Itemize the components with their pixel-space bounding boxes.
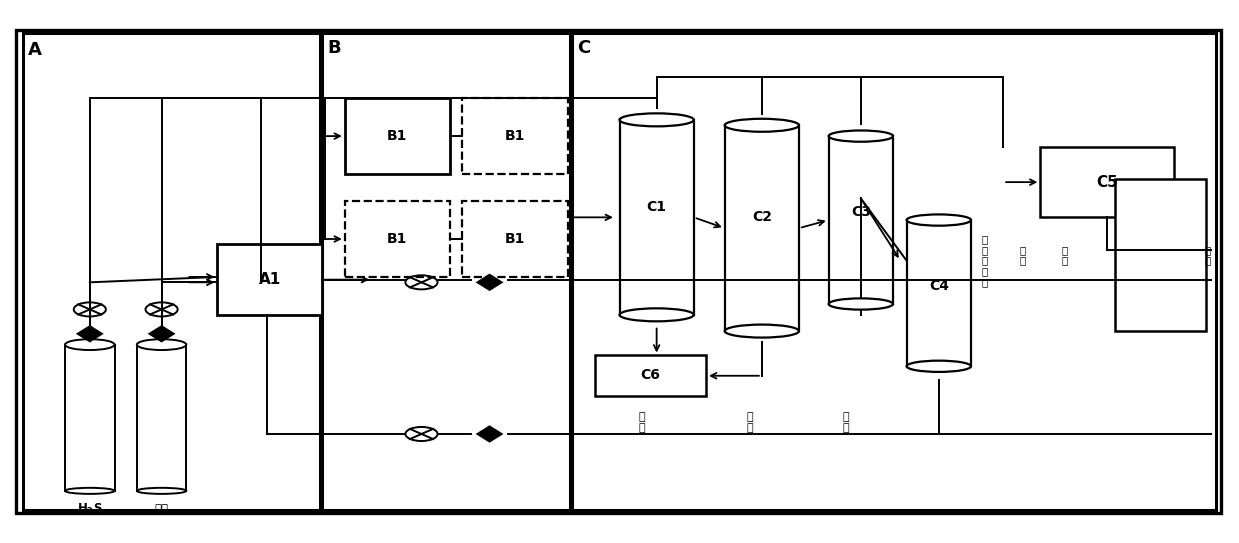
Text: 氢
气: 氢 气 [1204,245,1211,266]
FancyBboxPatch shape [16,30,1220,513]
Ellipse shape [620,308,694,321]
Polygon shape [477,426,502,441]
Ellipse shape [66,488,114,494]
Ellipse shape [907,214,971,226]
Text: 電气: 電气 [155,503,169,516]
Ellipse shape [829,130,893,142]
FancyBboxPatch shape [1041,147,1173,217]
Text: B1: B1 [387,129,408,143]
FancyBboxPatch shape [344,201,450,277]
Polygon shape [150,326,173,342]
Text: 电
气: 电 气 [1062,245,1068,266]
Polygon shape [477,275,502,290]
Text: A: A [28,41,42,59]
Ellipse shape [725,325,799,338]
Bar [829,136,893,304]
Bar [620,120,694,315]
Ellipse shape [136,339,186,350]
Text: 固
硫: 固 硫 [746,412,753,433]
Text: C2: C2 [752,210,772,224]
Text: 氨
气: 氨 气 [1020,245,1026,266]
Text: A1: A1 [259,272,281,287]
FancyBboxPatch shape [462,201,567,277]
Bar [907,220,971,367]
Text: $\mathbf{H_2S}$: $\mathbf{H_2S}$ [77,502,103,517]
FancyBboxPatch shape [1115,179,1206,331]
Text: C6: C6 [641,369,660,382]
Text: 解
吸
硫
化
氢: 解 吸 硫 化 氢 [981,234,987,287]
Ellipse shape [725,119,799,132]
Ellipse shape [136,488,186,494]
FancyBboxPatch shape [322,33,570,510]
FancyBboxPatch shape [217,244,322,315]
Text: 液
硫: 液 硫 [638,412,646,433]
FancyBboxPatch shape [462,98,567,174]
Text: C3: C3 [851,205,871,219]
Text: C5: C5 [1097,175,1118,190]
Bar [136,345,186,491]
Ellipse shape [66,339,114,350]
Text: B1: B1 [504,129,525,143]
Text: B1: B1 [504,232,525,246]
Text: C1: C1 [647,199,667,213]
Text: C4: C4 [929,279,949,293]
FancyBboxPatch shape [24,33,320,510]
Bar [66,345,114,491]
Ellipse shape [829,298,893,310]
Text: C: C [577,39,591,56]
Bar [725,125,799,331]
FancyBboxPatch shape [572,33,1215,510]
Ellipse shape [907,361,971,372]
Polygon shape [78,326,102,342]
FancyBboxPatch shape [344,98,450,174]
Text: B1: B1 [387,232,408,246]
Text: B: B [327,39,341,56]
Ellipse shape [620,113,694,127]
Text: 胺
液: 胺 液 [843,412,849,433]
FancyBboxPatch shape [595,356,706,396]
